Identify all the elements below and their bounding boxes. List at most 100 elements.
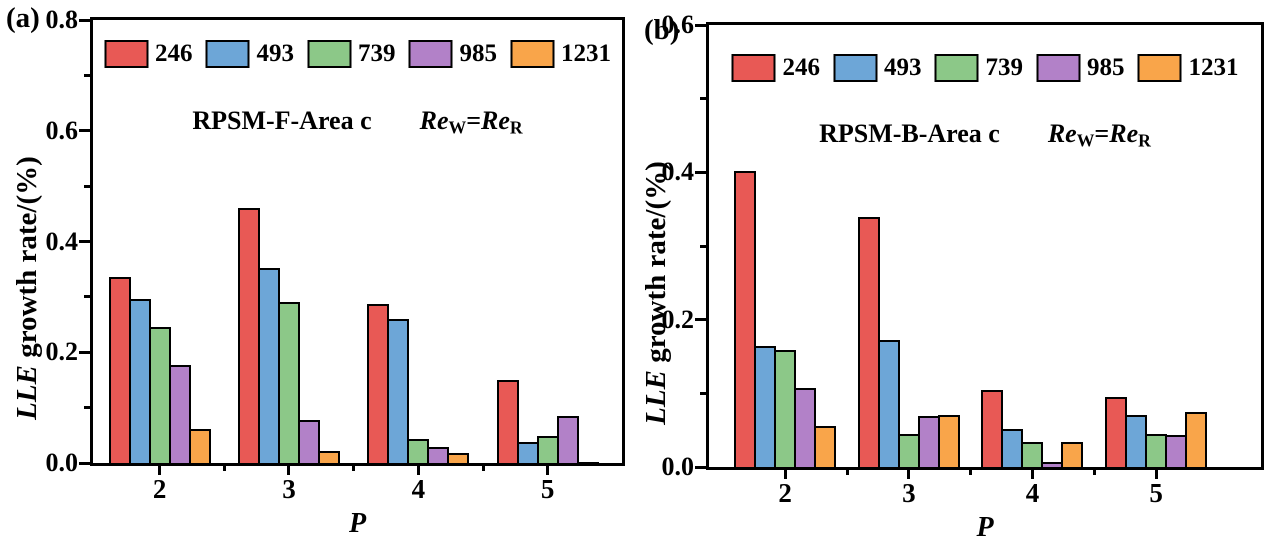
bar-p2-985 [168, 365, 191, 465]
x-tick-label: 3 [902, 478, 916, 508]
x-axis-symbol: P [976, 512, 994, 543]
x-axis-minor-tick [969, 470, 973, 475]
y-tick-label: 0.2 [661, 304, 695, 334]
x-axis-symbol: P [348, 508, 367, 539]
bar-p2-246 [108, 277, 131, 465]
legend-swatch-1231 [510, 40, 554, 68]
y-tick-label: 0.2 [45, 337, 79, 367]
x-axis-minor-tick [845, 470, 849, 475]
y-axis-major-tick [695, 318, 706, 322]
bar-p2-493 [128, 299, 151, 465]
panel-b: (b) LLE growth rate/(%) 246 493 739 985 1231… [635, 0, 1270, 543]
panel-label-a: (a) [6, 2, 40, 34]
re-symbol: Re [1109, 119, 1139, 148]
legend-label: 985 [1087, 54, 1125, 81]
legend: 246 493 739 985 1231 [731, 54, 1239, 82]
bar-p4-739 [407, 439, 430, 465]
y-axis-major-tick [79, 129, 90, 133]
bar-p4-985 [427, 447, 450, 465]
y-axis-major-tick [695, 170, 706, 174]
re-subscript-w: W [1076, 130, 1095, 151]
re-symbol: Re [1047, 119, 1077, 148]
legend-item: 493 [833, 54, 922, 82]
chart-title: RPSM-F-Area c [192, 106, 372, 135]
y-tick-label: 0.4 [45, 226, 79, 256]
re-symbol: Re [481, 106, 510, 135]
y-axis-major-tick [79, 18, 90, 22]
panel-label-b: (b) [644, 14, 680, 46]
x-axis-major-tick [783, 470, 787, 479]
bar-p2-985 [794, 388, 817, 469]
x-tick-label: 2 [778, 478, 792, 508]
bar-p4-985 [1041, 462, 1064, 469]
x-axis-major-tick [907, 470, 911, 479]
bar-p2-739 [148, 327, 171, 465]
y-axis-label-text: growth rate/(%) [11, 156, 43, 366]
bar-p5-1231 [1185, 412, 1208, 469]
bar-p3-246 [857, 217, 880, 469]
y-tick-label: 0.6 [661, 10, 695, 39]
bar-p2-246 [734, 171, 757, 469]
bar-p2-1231 [814, 426, 837, 469]
bar-p3-493 [257, 268, 280, 465]
legend-item: 739 [934, 54, 1024, 82]
bar-p2-739 [774, 350, 797, 469]
bar-p4-1231 [447, 453, 470, 465]
x-tick-label: 3 [282, 474, 296, 504]
y-axis-label-italic: LLE [11, 365, 43, 420]
bar-p3-739 [897, 434, 920, 469]
bar-p4-246 [981, 390, 1004, 469]
bar-p2-1231 [188, 429, 211, 465]
legend-swatch-985 [408, 40, 453, 68]
legend-label: 246 [155, 40, 193, 67]
bar-p4-739 [1021, 442, 1044, 469]
x-tick-label: 4 [1025, 478, 1040, 508]
y-tick-label: 0.0 [45, 448, 79, 477]
bar-p5-246 [1105, 397, 1128, 469]
y-axis-label-italic: LLE [640, 370, 672, 425]
legend-label: 246 [782, 54, 821, 81]
bar-p5-985 [556, 416, 579, 465]
x-axis-major-tick [416, 466, 420, 475]
equals-sign: = [466, 106, 482, 135]
legend-label: 739 [358, 40, 396, 67]
bar-p3-1231 [317, 451, 340, 465]
bar-p3-985 [917, 416, 940, 469]
y-axis-minor-tick [84, 184, 90, 188]
legend-label: 1231 [1188, 54, 1239, 81]
bar-p3-985 [297, 420, 320, 465]
bar-p3-493 [877, 340, 900, 469]
x-axis-minor-tick [222, 466, 226, 471]
y-axis-minor-tick [84, 295, 90, 299]
bar-p4-1231 [1061, 442, 1084, 469]
y-axis-minor-tick [84, 406, 90, 410]
legend-swatch-493 [833, 54, 877, 82]
x-axis-title: P [90, 508, 625, 540]
x-axis-title: P [706, 512, 1264, 544]
y-axis-major-tick [79, 240, 90, 243]
re-subscript-r: R [1138, 130, 1151, 151]
equals-sign: = [1094, 119, 1110, 148]
panel-a: (a) LLE growth rate/(%) 246 493 739 985 1231… [0, 0, 635, 543]
legend-label: 493 [884, 54, 922, 81]
legend-label: 985 [459, 40, 498, 67]
x-axis-major-tick [1030, 470, 1034, 479]
legend-item: 985 [408, 40, 498, 68]
legend-label: 739 [985, 54, 1024, 81]
y-tick-label: 0.6 [45, 115, 79, 145]
titles-row: RPSM-F-Area c ReW=ReR [93, 106, 622, 138]
x-axis-major-tick [546, 466, 550, 475]
y-axis-major-tick [79, 350, 90, 354]
legend-item: 1231 [510, 40, 611, 68]
legend-item: 1231 [1137, 54, 1239, 82]
y-axis-minor-tick [84, 73, 90, 77]
bar-p5-246 [496, 380, 519, 465]
bar-p5-739 [1145, 434, 1168, 469]
y-axis-minor-tick [700, 244, 706, 248]
re-subscript-r: R [509, 117, 523, 138]
y-axis-minor-tick [700, 391, 706, 395]
legend-item: 246 [104, 40, 193, 68]
bar-p5-739 [536, 436, 559, 465]
bar-p4-493 [1001, 429, 1024, 469]
titles-row: RPSM-B-Area c ReW=ReR [709, 119, 1261, 151]
